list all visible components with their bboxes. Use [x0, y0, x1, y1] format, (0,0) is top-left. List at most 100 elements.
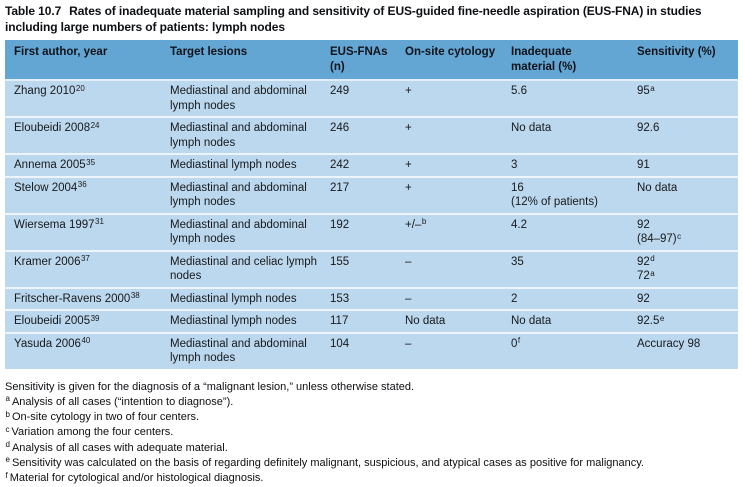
cell-text: Mediastinal and abdominal [170, 122, 307, 134]
cell-line: Stelow 200436 [14, 181, 157, 196]
cell-text: Kramer 2006 [14, 255, 81, 268]
footnote-marker: f [5, 470, 8, 480]
table-header-row: First author, year Target lesions EUS-FNAs… [5, 40, 738, 79]
cell-line: 246 [330, 121, 392, 136]
cell-text: +/– [405, 218, 422, 231]
cell-text: + [405, 159, 412, 171]
cell-text: 217 [330, 181, 350, 194]
eus-fnas-cell: 246 [321, 116, 396, 153]
inadequate-material-cell: 35 [502, 249, 628, 287]
onsite-cytology-cell: – [396, 331, 502, 369]
cell-text: No data [511, 315, 552, 327]
cell-line: 217 [330, 181, 392, 196]
onsite-cytology-cell: + [396, 175, 502, 213]
cell-line: 92 [637, 218, 734, 233]
inadequate-material-cell: 3 [502, 153, 628, 176]
cell-line: (84–97)c [637, 232, 734, 247]
cell-line: 16 [511, 181, 624, 196]
cell-line: Kramer 200637 [14, 255, 157, 270]
onsite-cytology-cell: – [396, 249, 502, 287]
footnote-text: Variation among the four centers. [11, 426, 174, 439]
inadequate-material-cell: 0f [502, 331, 628, 369]
header-author-cell: First author, year [5, 40, 161, 79]
cell-line: 92.6 [637, 121, 734, 136]
cell-text: Inadequate [511, 46, 572, 58]
cell-text: 92 [637, 218, 650, 231]
cell-line: (n) [330, 60, 392, 75]
cell-line: +/–b [405, 218, 498, 233]
cell-text: – [405, 292, 412, 305]
cell-line: 95a [637, 84, 734, 99]
author-cell: Eloubeidi 200539 [5, 309, 161, 332]
eus-fnas-cell: 217 [321, 175, 396, 213]
footnote-marker: 35 [86, 157, 96, 167]
inadequate-material-cell: No data [502, 116, 628, 153]
footnote-marker: c [677, 231, 682, 241]
cell-line: Target lesions [170, 45, 317, 60]
cell-text: On-site cytology [405, 46, 496, 58]
footnote-text: Sensitivity is given for the diagnosis o… [5, 380, 415, 393]
cell-text: (84–97) [637, 233, 677, 245]
cell-text: – [405, 255, 412, 268]
footnote-marker: c [5, 424, 10, 434]
cell-line: 4.2 [511, 218, 624, 233]
cell-line: Mediastinal lymph nodes [170, 158, 317, 173]
cell-text: 192 [330, 218, 350, 231]
cell-text: Mediastinal lymph nodes [170, 315, 297, 327]
cell-text: lymph nodes [170, 233, 236, 245]
cell-text: 0 [511, 337, 518, 350]
cell-text: Mediastinal and abdominal [170, 181, 307, 194]
target-lesions-cell: Mediastinal lymph nodes [161, 153, 321, 176]
footnote-line: f Material for cytological and/or histolo… [5, 471, 738, 486]
cell-text: 246 [330, 122, 350, 134]
footnote-marker: e [659, 313, 665, 323]
cell-text: 3 [511, 159, 518, 171]
cell-line: 2 [511, 292, 624, 307]
cell-line: No data [637, 181, 734, 196]
table-row: Kramer 200637 Mediastinal and celiac lymp… [5, 249, 738, 287]
inadequate-material-cell: 5.6 [502, 79, 628, 116]
cell-line: Mediastinal and abdominal [170, 84, 317, 99]
inadequate-material-cell: 2 [502, 286, 628, 309]
cell-line: 153 [330, 292, 392, 307]
footnote-marker: b [5, 409, 10, 419]
cell-line: Accuracy 98 [637, 337, 734, 352]
target-lesions-cell: Mediastinal lymph nodes [161, 286, 321, 309]
cell-text: 242 [330, 159, 350, 171]
cell-line: 0f [511, 337, 624, 352]
cell-text: EUS-FNAs [330, 46, 388, 58]
sensitivity-cell: 91 [628, 153, 738, 176]
table-row: Wiersema 199731 Mediastinal and abdominal… [5, 212, 738, 250]
cell-line: + [405, 84, 498, 99]
cell-line: Mediastinal and abdominal [170, 121, 317, 136]
footnote-text: Analysis of all cases with adequate mate… [11, 441, 228, 454]
sensitivity-cell: No data [628, 175, 738, 213]
cell-line: lymph nodes [170, 351, 317, 366]
cell-line: – [405, 337, 498, 352]
cell-text: No data [405, 315, 446, 327]
cell-line: EUS-FNAs [330, 45, 392, 60]
cell-text: Annema 2005 [14, 159, 86, 171]
cell-text: 16 [511, 181, 524, 194]
cell-line: No data [511, 121, 624, 136]
cell-text: lymph nodes [170, 352, 236, 364]
inadequate-material-cell: 16 (12% of patients) [502, 175, 628, 213]
eus-fnas-cell: 117 [321, 309, 396, 332]
header-inadequate-material-cell: Inadequate material (%) [502, 40, 628, 79]
table-title: Table 10.7 Rates of inadequate material s… [5, 4, 738, 35]
footnote-marker: 31 [95, 217, 104, 226]
footnote-marker: d [5, 440, 10, 450]
cell-text: (n) [330, 60, 345, 73]
cell-line: 249 [330, 84, 392, 99]
cell-text: Stelow 2004 [14, 181, 78, 194]
header-onsite-cytology-cell: On-site cytology [396, 40, 502, 79]
footnote-line: d Analysis of all cases with adequate mat… [5, 441, 738, 456]
author-cell: Eloubeidi 200824 [5, 116, 161, 153]
eus-fnas-cell: 153 [321, 286, 396, 309]
cell-line: material (%) [511, 60, 624, 75]
footnote-text: Sensitivity was calculated on the basis … [11, 456, 644, 469]
cell-text: Mediastinal lymph nodes [170, 292, 297, 305]
cell-line: nodes [170, 269, 317, 284]
cell-text: 92 [637, 255, 650, 268]
cell-line: Eloubeidi 200539 [14, 314, 157, 329]
